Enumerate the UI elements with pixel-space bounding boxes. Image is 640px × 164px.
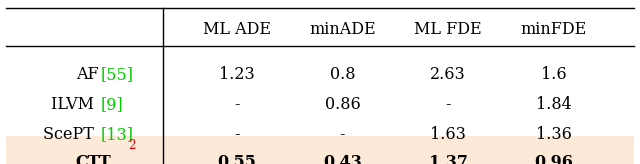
Text: 1.36: 1.36 — [536, 126, 572, 143]
Text: 1.23: 1.23 — [219, 66, 255, 83]
Text: -: - — [340, 126, 345, 143]
Text: 1.63: 1.63 — [430, 126, 466, 143]
Text: CTT: CTT — [75, 154, 111, 164]
Text: 1.84: 1.84 — [536, 96, 572, 113]
Text: [9]: [9] — [100, 96, 124, 113]
Text: [55]: [55] — [100, 66, 134, 83]
Text: 1.37: 1.37 — [429, 154, 467, 164]
Text: minADE: minADE — [309, 21, 376, 38]
Text: 1.6: 1.6 — [541, 66, 566, 83]
Text: 2.63: 2.63 — [430, 66, 466, 83]
Text: 0.86: 0.86 — [324, 96, 360, 113]
Text: -: - — [234, 96, 239, 113]
Text: ScePT: ScePT — [44, 126, 99, 143]
Text: minFDE: minFDE — [520, 21, 587, 38]
Text: ILVM: ILVM — [51, 96, 99, 113]
Text: [13]: [13] — [100, 126, 134, 143]
Text: 2: 2 — [128, 139, 136, 153]
Text: 0.43: 0.43 — [323, 154, 362, 164]
Text: -: - — [445, 96, 451, 113]
Text: ML ADE: ML ADE — [203, 21, 271, 38]
Text: AF: AF — [77, 66, 99, 83]
Text: 0.8: 0.8 — [330, 66, 355, 83]
FancyBboxPatch shape — [6, 136, 634, 164]
Text: 0.55: 0.55 — [218, 154, 256, 164]
Text: 0.96: 0.96 — [534, 154, 573, 164]
Text: ML FDE: ML FDE — [414, 21, 482, 38]
Text: -: - — [234, 126, 239, 143]
